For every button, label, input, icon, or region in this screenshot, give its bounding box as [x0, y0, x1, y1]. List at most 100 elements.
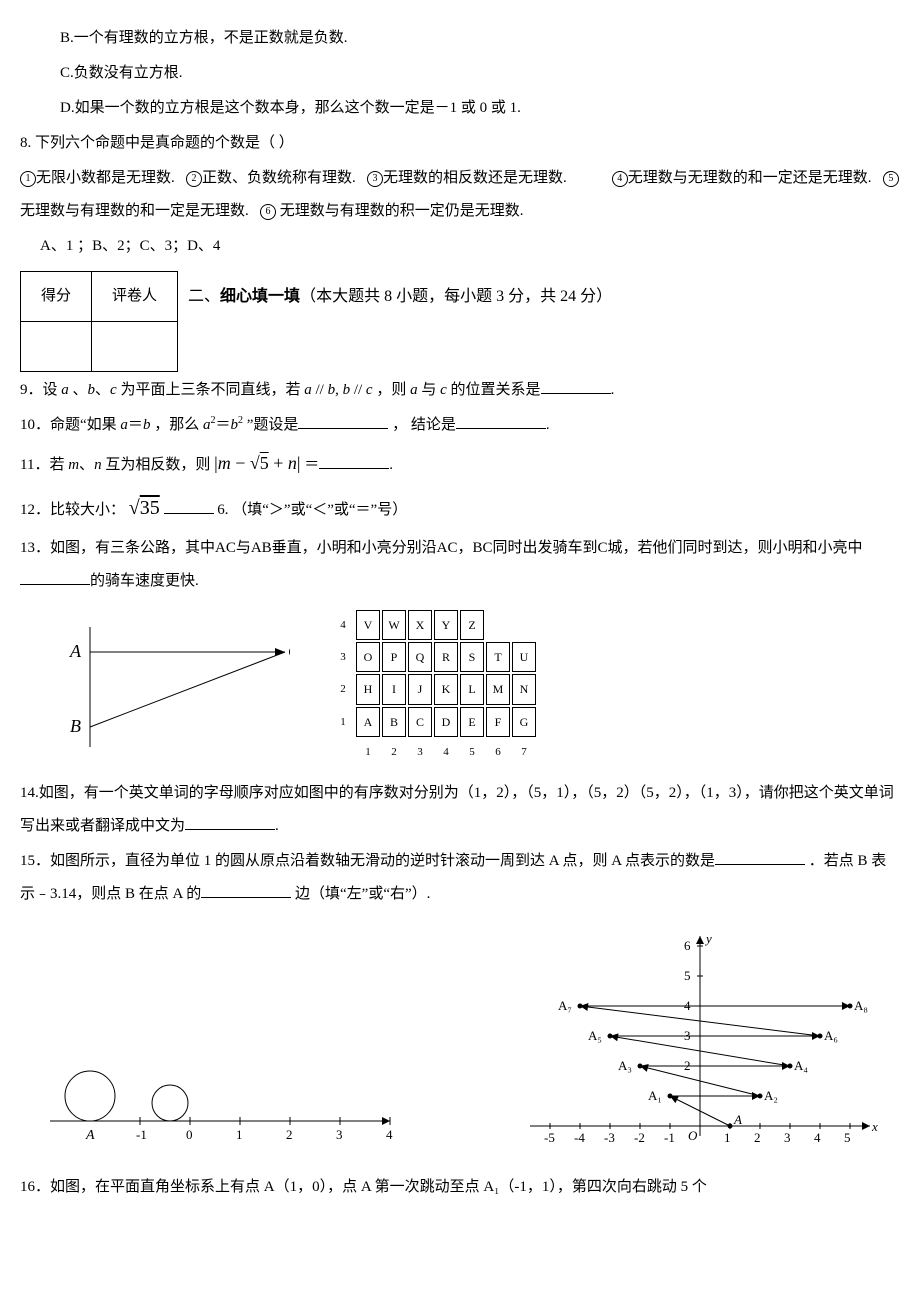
q13-b: 的骑车速度更快. [90, 573, 199, 589]
q11-a: 11．若 [20, 457, 68, 473]
q9-d: 与 [421, 382, 440, 398]
svg-text:2: 2 [754, 1130, 761, 1145]
q11-c: ＝ [304, 457, 319, 473]
q10-a: 10．命题“如果 [20, 417, 120, 433]
q11-d: . [389, 457, 393, 473]
q12-a: 12．比较大小： [20, 502, 125, 518]
num1-icon: 1 [20, 171, 36, 187]
q8-p4: 无理数与无理数的和一定还是无理数. [628, 170, 872, 186]
q11: 11．若 m、n 互为相反数，则 |m − √5 + n| ＝. [20, 444, 900, 484]
q9-a: 9．设 [20, 382, 61, 398]
q12-c: 6. （填“＞”或“＜”或“＝”号） [217, 502, 407, 518]
letter-grid: 4VWXYZ3OPQRSTU2HIJKLMN1ABCDEFG1234567 [330, 608, 538, 768]
q8-p1: 无限小数都是无理数. [36, 170, 175, 186]
svg-text:-1: -1 [136, 1127, 147, 1142]
tri-C: C [288, 641, 290, 661]
q14-b: . [275, 818, 279, 834]
svg-text:x: x [871, 1119, 878, 1134]
svg-text:3: 3 [784, 1130, 791, 1145]
num4-icon: 4 [612, 171, 628, 187]
num2-icon: 2 [186, 171, 202, 187]
q7-opt-d: D.如果一个数的立方根是这个数本身，那么这个数一定是－1 或 0 或 1. [20, 92, 900, 125]
q10-f: ， 结论是 [392, 417, 456, 433]
num6-icon: 6 [260, 204, 276, 220]
svg-text:A₈: A₈ [854, 998, 868, 1013]
svg-text:5: 5 [684, 968, 691, 983]
q13: 13．如图，有三条公路，其中AC与AB垂直，小明和小亮分别沿AC，BC同时出发骑… [20, 532, 900, 598]
svg-text:-4: -4 [574, 1130, 585, 1145]
q11-blank[interactable] [319, 453, 389, 469]
svg-text:6: 6 [684, 938, 691, 953]
q14: 14.如图，有一个英文单词的字母顺序对应如图中的有序数对分别为（1，2），（5，… [20, 777, 900, 843]
num3-icon: 3 [367, 171, 383, 187]
q15-c: 边（填“左”或“右”）. [295, 886, 430, 902]
svg-text:1: 1 [724, 1130, 731, 1145]
q9-b: 为平面上三条不同直线，若 [120, 382, 304, 398]
svg-text:5: 5 [844, 1130, 851, 1145]
svg-text:O: O [688, 1128, 698, 1143]
svg-text:-3: -3 [604, 1130, 615, 1145]
q10-e: ”题设是 [247, 417, 299, 433]
q15: 15．如图所示，直径为单位 1 的圆从原点沿着数轴无滑动的逆时针滚动一周到达 A… [20, 845, 900, 911]
score-label: 得分 [21, 272, 92, 322]
q9-e: 的位置关系是 [451, 382, 541, 398]
tri-A: A [69, 641, 82, 661]
q15-blank1[interactable] [715, 849, 805, 865]
q8-p2: 正数、负数统称有理数. [202, 170, 356, 186]
q7-opt-c: C.负数没有立方根. [20, 57, 900, 90]
q9-blank[interactable] [541, 378, 611, 394]
svg-text:A₆: A₆ [824, 1028, 838, 1043]
q13-blank[interactable] [20, 569, 90, 585]
sec2-c: （本大题共 8 小题，每小题 3 分，共 24 分） [300, 288, 612, 305]
q11-b: 互为相反数，则 [105, 457, 214, 473]
numberline-figure: -101234 A [40, 1041, 400, 1151]
svg-text:A₄: A₄ [794, 1058, 808, 1073]
q15-a: 15．如图所示，直径为单位 1 的圆从原点沿着数轴无滑动的逆时针滚动一周到达 A… [20, 853, 715, 869]
q10-d: ＝ [215, 417, 230, 433]
q10-c: ，那么 [154, 417, 203, 433]
score-table: 得分 评卷人 [20, 271, 178, 372]
q10-b: ＝ [128, 417, 143, 433]
sec2-b: 细心填一填 [220, 288, 300, 305]
svg-text:-2: -2 [634, 1130, 645, 1145]
q10-blank2[interactable] [456, 413, 546, 429]
svg-text:A₇: A₇ [558, 998, 572, 1013]
svg-text:A: A [733, 1112, 742, 1127]
svg-text:0: 0 [186, 1127, 193, 1142]
q8-opts: A、1 ；B、2；C、3；D、4 [20, 230, 900, 263]
svg-text:4: 4 [814, 1130, 821, 1145]
svg-text:3: 3 [336, 1127, 343, 1142]
q8-p6: 无理数与有理数的积一定仍是无理数. [276, 203, 524, 219]
q14-a: 14.如图，有一个英文单词的字母顺序对应如图中的有序数对分别为（1，2），（5，… [20, 785, 894, 834]
q9-c: ，则 [376, 382, 410, 398]
q8-p3: 无理数的相反数还是无理数. [383, 170, 567, 186]
q10-blank1[interactable] [298, 413, 388, 429]
q7-opt-b: B.一个有理数的立方根，不是正数就是负数. [20, 22, 900, 55]
q10: 10．命题“如果 a＝b ，那么 a2＝b2 ”题设是 ， 结论是. [20, 409, 900, 442]
q9: 9．设 a 、b、c 为平面上三条不同直线，若 a // b, b // c ，… [20, 374, 900, 407]
svg-text:A₃: A₃ [618, 1058, 632, 1073]
svg-text:2: 2 [286, 1127, 293, 1142]
q15-blank2[interactable] [201, 882, 291, 898]
coord-plane-figure: Oxy-5-4-3-2-11234523456AA₁A₂A₃A₄A₅A₆A₇A₈ [520, 931, 880, 1151]
q12-blank[interactable] [164, 498, 214, 514]
q8-p5: 无理数与有理数的和一定是无理数. [20, 203, 249, 219]
svg-text:y: y [704, 931, 712, 946]
svg-text:A₂: A₂ [764, 1088, 778, 1103]
q12: 12．比较大小： √35 6. （填“＞”或“＜”或“＝”号） [20, 486, 900, 530]
q10-g: . [546, 417, 550, 433]
grader-label: 评卷人 [92, 272, 178, 322]
svg-text:A₁: A₁ [648, 1088, 662, 1103]
triangle-figure: A B C [60, 627, 290, 747]
q8-stem: 8. 下列六个命题中是真命题的个数是（ ） [20, 127, 900, 160]
sec2-a: 二、 [188, 288, 220, 305]
q16: 16．如图，在平面直角坐标系上有点 A（1，0），点 A 第一次跳动至点 A₁（… [20, 1171, 900, 1204]
svg-text:A₅: A₅ [588, 1028, 602, 1043]
q14-blank[interactable] [185, 814, 275, 830]
svg-text:-5: -5 [544, 1130, 555, 1145]
q9-f: . [611, 382, 615, 398]
tri-B: B [70, 716, 81, 736]
svg-text:1: 1 [236, 1127, 243, 1142]
numline-A: A [85, 1128, 95, 1143]
num5-icon: 5 [883, 171, 899, 187]
